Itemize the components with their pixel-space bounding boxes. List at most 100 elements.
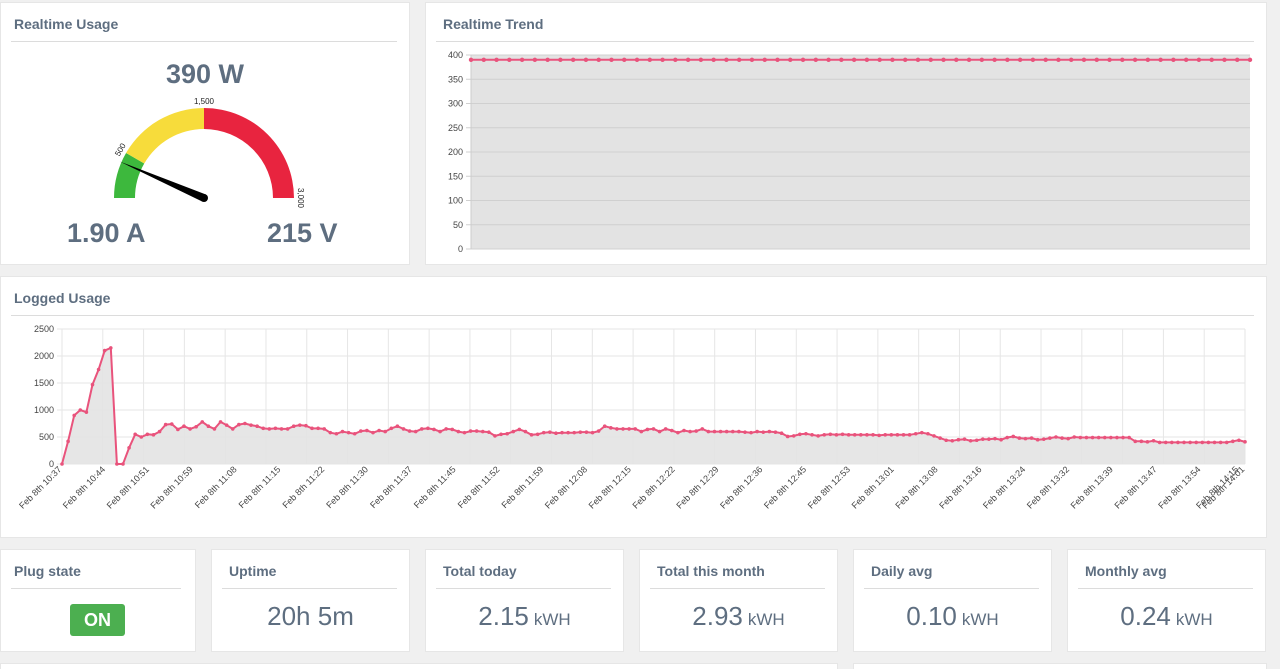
data-point — [163, 422, 168, 427]
monthly-avg-number: 0.24 — [1120, 601, 1171, 631]
data-point — [1017, 57, 1023, 63]
data-point — [352, 431, 357, 436]
x-tick-label: Feb 8th 11:52 — [456, 464, 502, 510]
x-tick-label: Feb 8th 13:47 — [1112, 464, 1158, 510]
data-point — [1029, 436, 1034, 440]
data-point — [944, 438, 949, 443]
data-point — [1133, 439, 1138, 444]
data-point — [839, 57, 844, 63]
data-point — [1158, 57, 1163, 63]
x-tick-label: Feb 8th 11:22 — [280, 464, 326, 510]
data-point — [1090, 435, 1095, 440]
data-point — [1096, 435, 1101, 440]
data-point — [749, 430, 753, 435]
x-tick-label: Feb 8th 13:01 — [850, 464, 896, 510]
data-point — [590, 430, 595, 435]
data-point — [877, 57, 882, 63]
data-point — [915, 57, 921, 63]
data-point — [1121, 435, 1125, 440]
data-point — [316, 426, 320, 431]
data-point — [474, 429, 479, 433]
y-tick-label: 500 — [39, 432, 54, 442]
total-today-number: 2.15 — [478, 601, 529, 631]
data-point — [828, 432, 833, 437]
data-point — [979, 57, 985, 63]
data-point — [487, 430, 491, 434]
daily-avg-card: Daily avg 0.10 kWH — [853, 549, 1052, 652]
data-point — [1030, 57, 1036, 63]
uptime-card: Uptime 20h 5m — [211, 549, 410, 652]
x-tick-label: Feb 8th 10:59 — [149, 464, 195, 510]
data-point — [609, 57, 614, 63]
data-point — [1182, 440, 1186, 445]
realtime-usage-title: Realtime Usage — [14, 16, 119, 32]
uptime-title: Uptime — [229, 563, 277, 579]
data-point — [1120, 57, 1125, 63]
daily-avg-value: 0.10 kWH — [854, 601, 1051, 632]
data-point — [798, 432, 802, 437]
data-point — [688, 429, 692, 434]
data-point — [859, 433, 863, 437]
data-point — [413, 429, 418, 434]
data-point — [762, 57, 767, 63]
data-point — [548, 430, 552, 434]
data-point — [1235, 57, 1240, 63]
data-point — [755, 429, 759, 434]
data-point — [1231, 439, 1235, 444]
data-point — [1048, 436, 1052, 440]
data-point — [494, 57, 499, 63]
data-point — [736, 57, 742, 63]
logged-usage-title: Logged Usage — [14, 290, 111, 306]
data-point — [1224, 440, 1229, 445]
daily-avg-title: Daily avg — [871, 563, 933, 579]
data-point — [852, 433, 857, 437]
divider — [436, 588, 611, 589]
data-point — [340, 429, 345, 434]
data-point — [694, 429, 698, 433]
data-point — [243, 421, 247, 426]
data-point — [706, 429, 711, 434]
data-point — [218, 420, 223, 424]
lower-panel-right — [853, 663, 1267, 669]
data-point — [711, 57, 716, 63]
data-point — [785, 434, 790, 439]
data-point — [480, 429, 485, 434]
data-point — [507, 57, 512, 63]
uptime-value: 20h 5m — [212, 601, 409, 632]
data-point — [1102, 435, 1107, 440]
y-tick-label: 1000 — [34, 405, 54, 415]
data-point — [1066, 436, 1070, 441]
data-point — [889, 433, 894, 437]
x-tick-label: Feb 8th 12:29 — [674, 464, 720, 510]
data-point — [730, 429, 735, 434]
y-tick-label: 200 — [448, 147, 463, 157]
data-point — [322, 427, 327, 431]
data-point — [383, 429, 387, 434]
data-point — [285, 427, 290, 431]
y-tick-label: 400 — [448, 50, 463, 60]
data-point — [615, 427, 619, 431]
data-point — [596, 57, 601, 63]
data-point — [634, 57, 640, 63]
data-point — [1069, 57, 1074, 63]
data-point — [456, 429, 461, 434]
data-point — [1196, 57, 1202, 63]
data-point — [108, 346, 113, 350]
data-point — [1115, 435, 1119, 440]
data-point — [121, 462, 125, 466]
plug-state-toggle[interactable]: ON — [70, 604, 125, 636]
x-tick-label: Feb 8th 12:15 — [587, 464, 633, 510]
gauge-needle-hub — [200, 194, 208, 202]
x-tick-label: Feb 8th 13:08 — [893, 464, 939, 510]
data-point — [365, 428, 369, 433]
data-point — [950, 438, 955, 443]
lower-panel-left — [0, 663, 838, 669]
data-point — [826, 57, 831, 63]
gauge-band-3 — [204, 108, 294, 198]
data-point — [102, 348, 107, 353]
divider — [650, 588, 825, 589]
data-point — [1209, 57, 1214, 63]
data-point — [968, 438, 973, 443]
x-tick-label: Feb 8th 11:30 — [324, 464, 370, 510]
